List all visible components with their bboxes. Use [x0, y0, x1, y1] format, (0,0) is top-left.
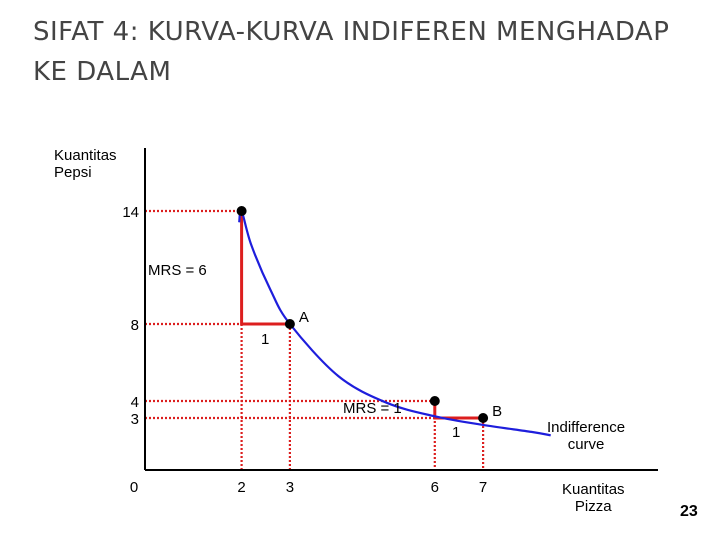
point-label-b: B — [492, 403, 502, 420]
points-layer — [236, 206, 489, 423]
mrs-annotation-1: MRS = 6 — [148, 262, 207, 279]
x-tick-label-7: 7 — [479, 479, 487, 496]
y-axis-label-line-1: Kuantitas — [54, 147, 117, 164]
x-tick-label-2: 2 — [237, 479, 245, 496]
x-axis-label-line-2: Pizza — [574, 498, 612, 515]
y-tick-label-3: 3 — [131, 411, 139, 428]
axes — [144, 148, 658, 471]
point-marker-4 — [478, 413, 489, 423]
x-tick-label-3: 3 — [286, 479, 294, 496]
x-tick-label-6: 6 — [431, 479, 439, 496]
curve-label-line-2: curve — [567, 436, 605, 453]
slide-title: SIFAT 4: KURVA-KURVA INDIFEREN MENGHADAP… — [33, 17, 670, 87]
run-label-2: 1 — [452, 424, 460, 441]
page-number: 23 — [680, 503, 698, 520]
dotted-guides — [145, 209, 485, 470]
point-marker-1 — [236, 206, 247, 216]
x-axis-label: Kuantitas Pizza — [562, 481, 625, 515]
point-marker-2 — [284, 319, 295, 329]
indifference-curve-label: Indifference curve — [547, 419, 625, 453]
mrs-annotation-2: MRS = 1 — [343, 400, 402, 417]
y-tick-label-8: 8 — [131, 317, 139, 334]
rise-run-step-1 — [240, 211, 290, 326]
point-marker-3 — [429, 396, 440, 406]
rise-run-steps — [240, 211, 484, 420]
curve-label-line-1: Indifference — [547, 419, 626, 436]
y-tick-label-14: 14 — [122, 204, 139, 221]
point-label-a: A — [299, 309, 309, 326]
y-tick-label-4: 4 — [131, 394, 139, 411]
rise-run-step-2 — [433, 401, 484, 420]
indifference-curve-line — [238, 209, 551, 437]
run-label-1: 1 — [261, 331, 269, 348]
x-tick-label-0: 0 — [130, 479, 138, 496]
x-axis-label-line-1: Kuantitas — [562, 481, 625, 498]
curve-layer — [238, 209, 551, 437]
y-axis-label-line-2: Pepsi — [54, 164, 92, 181]
y-axis-label: Kuantitas Pepsi — [54, 147, 117, 181]
